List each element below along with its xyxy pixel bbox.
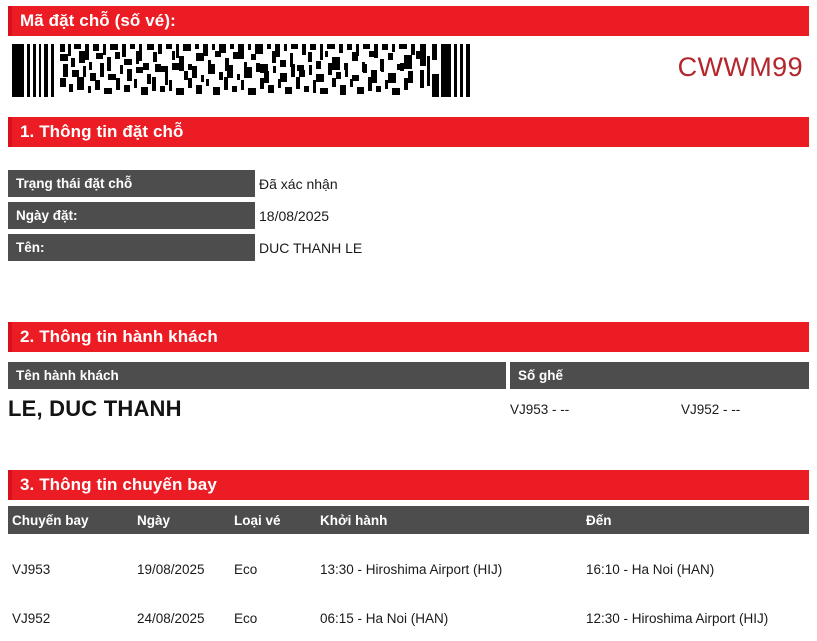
flight-arrival: 12:30 - Hiroshima Airport (HIJ) xyxy=(586,611,769,626)
column-header-seat-number: Số ghế xyxy=(510,362,809,389)
section-passenger-title: 2. Thông tin hành khách xyxy=(20,327,218,346)
passenger-table-header: Tên hành khách Số ghế xyxy=(8,362,809,389)
flight-fare-type: Eco xyxy=(234,562,258,577)
flight-fare-type: Eco xyxy=(234,611,258,626)
flight-departure: 13:30 - Hiroshima Airport (HIJ) xyxy=(320,562,503,577)
column-header-departure: Khởi hành xyxy=(320,512,388,528)
booking-name-label: Tên: xyxy=(8,234,255,261)
flight-number: VJ953 xyxy=(12,562,51,577)
table-row: Tên: DUC THANH LE xyxy=(8,234,809,261)
section-passenger-banner: 2. Thông tin hành khách xyxy=(8,322,809,352)
column-header-date: Ngày xyxy=(137,512,171,528)
section-flight-banner: 3. Thông tin chuyến bay xyxy=(8,470,809,500)
section-flight-title: 3. Thông tin chuyến bay xyxy=(20,475,217,494)
booking-name-value: DUC THANH LE xyxy=(259,239,363,256)
column-header-passenger-name: Tên hành khách xyxy=(8,362,506,389)
booking-status-label: Trạng thái đặt chỗ xyxy=(8,170,255,197)
booking-reference-title: Mã đặt chỗ (số vé): xyxy=(20,11,176,30)
booking-reference-banner: Mã đặt chỗ (số vé): xyxy=(8,6,809,36)
flight-date: 19/08/2025 xyxy=(137,562,205,577)
table-row: Ngày đặt: 18/08/2025 xyxy=(8,202,809,229)
column-header-flight: Chuyến bay xyxy=(12,512,89,528)
flight-arrival: 16:10 - Ha Noi (HAN) xyxy=(586,562,715,577)
section-booking-title: 1. Thông tin đặt chỗ xyxy=(20,122,184,141)
flight-date: 24/08/2025 xyxy=(137,611,205,626)
pdf417-barcode xyxy=(8,44,470,97)
flight-number: VJ952 xyxy=(12,611,51,626)
column-header-fare-type: Loại vé xyxy=(234,512,281,528)
passenger-name: LE, DUC THANH xyxy=(8,396,182,421)
booking-reference-code: CWWM99 xyxy=(677,52,803,82)
booking-date-value: 18/08/2025 xyxy=(259,207,330,224)
table-row: Trạng thái đặt chỗ Đã xác nhận xyxy=(8,170,809,197)
table-row: VJ953 19/08/2025 Eco 13:30 - Hiroshima A… xyxy=(8,562,809,592)
flight-departure: 06:15 - Ha Noi (HAN) xyxy=(320,611,449,626)
booking-info-table: Trạng thái đặt chỗ Đã xác nhận Ngày đặt:… xyxy=(8,170,809,266)
pdf417-barcode-svg xyxy=(8,44,470,97)
section-booking-banner: 1. Thông tin đặt chỗ xyxy=(8,117,809,147)
booking-status-value: Đã xác nhận xyxy=(259,175,338,192)
column-header-arrival: Đến xyxy=(586,512,612,528)
passenger-seat-return: VJ952 - -- xyxy=(681,402,741,417)
flight-table-header: Chuyến bay Ngày Loại vé Khởi hành Đến xyxy=(8,506,809,534)
table-row: LE, DUC THANH VJ953 - -- VJ952 - -- xyxy=(8,396,809,428)
table-row: VJ952 24/08/2025 Eco 06:15 - Ha Noi (HAN… xyxy=(8,611,809,641)
passenger-seat-outbound: VJ953 - -- xyxy=(510,402,570,417)
booking-date-label: Ngày đặt: xyxy=(8,202,255,229)
